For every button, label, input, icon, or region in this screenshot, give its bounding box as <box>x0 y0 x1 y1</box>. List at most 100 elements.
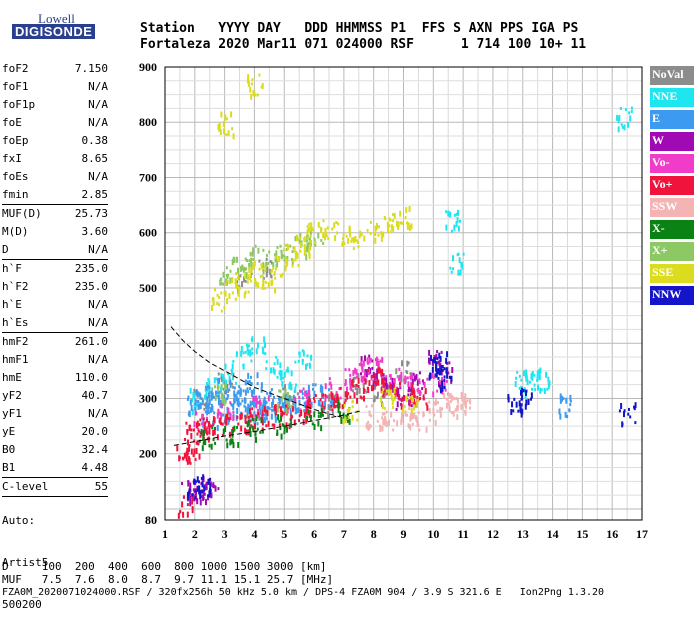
echo-point-nne <box>193 393 196 400</box>
echo-point-vo+ <box>192 497 195 501</box>
echo-point-x+ <box>284 388 287 395</box>
param-row: C-level 55 <box>2 477 108 496</box>
echo-point-noval <box>395 371 398 375</box>
echo-point-w <box>202 496 205 500</box>
echo-point-sse <box>275 267 278 271</box>
echo-point-noval <box>286 403 289 410</box>
echo-point-e <box>196 392 199 396</box>
echo-point-nne <box>518 374 521 378</box>
echo-point-sse <box>397 223 400 230</box>
echo-point-nne <box>447 210 450 217</box>
echo-point-sse <box>220 309 223 313</box>
echo-point-x- <box>313 411 316 418</box>
echo-point-vo- <box>201 422 204 426</box>
echo-point-e <box>197 400 200 404</box>
echo-point-vo+ <box>424 388 427 395</box>
echo-point-nne <box>208 380 211 387</box>
x-tick-label: 12 <box>487 527 499 541</box>
echo-point-x- <box>231 438 234 442</box>
echo-point-x+ <box>252 257 255 261</box>
echo-point-vo- <box>366 357 369 364</box>
echo-point-vo- <box>307 392 310 396</box>
echo-point-nnw <box>521 387 524 394</box>
echo-point-vo- <box>344 368 347 372</box>
echo-point-vo+ <box>212 423 215 427</box>
echo-point-sse <box>253 90 256 97</box>
echo-point-x+ <box>294 236 297 240</box>
echo-point-x- <box>290 421 293 428</box>
echo-point-vo+ <box>193 439 196 443</box>
echo-point-ssw <box>428 400 431 404</box>
echo-point-vo+ <box>198 453 201 460</box>
echo-point-e <box>233 390 236 397</box>
echo-point-nne <box>251 347 254 351</box>
echo-point-sse <box>381 402 384 409</box>
echo-point-vo+ <box>320 408 323 415</box>
echo-point-nne <box>191 399 194 403</box>
echo-point-ssw <box>408 407 411 411</box>
echo-point-x- <box>289 418 292 422</box>
echo-point-vo- <box>416 388 419 392</box>
echo-point-nne <box>460 261 463 268</box>
echo-point-x+ <box>280 256 283 260</box>
echo-point-ssw <box>464 402 467 409</box>
echo-point-sse <box>410 407 413 411</box>
echo-point-x+ <box>244 257 247 261</box>
echo-point-vo- <box>349 377 352 384</box>
echo-point-nne <box>227 372 230 376</box>
echo-point-e <box>260 386 263 393</box>
echo-point-e <box>242 389 245 393</box>
echo-point-sse <box>222 120 225 127</box>
echo-point-vo- <box>349 373 352 377</box>
echo-point-sse <box>408 224 411 231</box>
param-row: yE 20.0 <box>2 423 108 441</box>
echo-point-nne <box>279 362 282 369</box>
echo-point-x+ <box>285 256 288 260</box>
echo-point-nnw <box>525 399 528 406</box>
echo-point-x+ <box>268 250 271 254</box>
echo-point-vo+ <box>335 396 338 403</box>
echo-point-ssw <box>425 426 428 433</box>
echo-point-vo+ <box>188 445 191 452</box>
echo-point-nne <box>515 376 518 380</box>
echo-point-nne <box>525 372 528 379</box>
echo-point-x+ <box>313 237 316 244</box>
echo-point-vo+ <box>398 382 401 386</box>
echo-point-vo+ <box>308 396 311 403</box>
echo-point-nne <box>276 358 279 365</box>
echo-point-vo- <box>423 381 426 388</box>
echo-point-sse <box>343 404 346 408</box>
echo-point-ssw <box>422 411 425 418</box>
echo-point-x- <box>283 431 286 435</box>
echo-point-noval <box>203 407 206 411</box>
echo-point-e <box>222 387 225 391</box>
echo-point-nne <box>295 383 298 387</box>
echo-point-x- <box>313 424 316 431</box>
echo-point-x+ <box>290 396 293 400</box>
echo-point-e <box>294 404 297 411</box>
echo-point-vo- <box>329 381 332 385</box>
echo-point-ssw <box>390 411 393 418</box>
echo-point-noval <box>244 279 247 283</box>
echo-point-x- <box>261 430 264 434</box>
echo-point-ssw <box>400 416 403 423</box>
echo-point-x- <box>321 413 324 417</box>
echo-point-e <box>251 390 254 397</box>
echo-point-sse <box>391 399 394 406</box>
echo-point-sse <box>227 130 230 137</box>
echo-point-e <box>216 424 219 431</box>
echo-point-sse <box>366 228 369 232</box>
echo-point-nne <box>264 352 267 356</box>
echo-point-vo+ <box>377 382 380 386</box>
echo-point-sse <box>273 273 276 277</box>
echo-point-ssw <box>439 406 442 413</box>
echo-point-nnw <box>198 480 201 484</box>
echo-point-w <box>396 390 399 397</box>
echo-point-x- <box>222 428 225 435</box>
echo-point-vo- <box>404 376 407 380</box>
echo-point-x+ <box>225 279 228 286</box>
echo-point-vo+ <box>331 408 334 412</box>
echo-point-vo+ <box>344 391 347 398</box>
echo-point-x- <box>236 425 239 429</box>
echo-point-nne <box>281 380 284 387</box>
